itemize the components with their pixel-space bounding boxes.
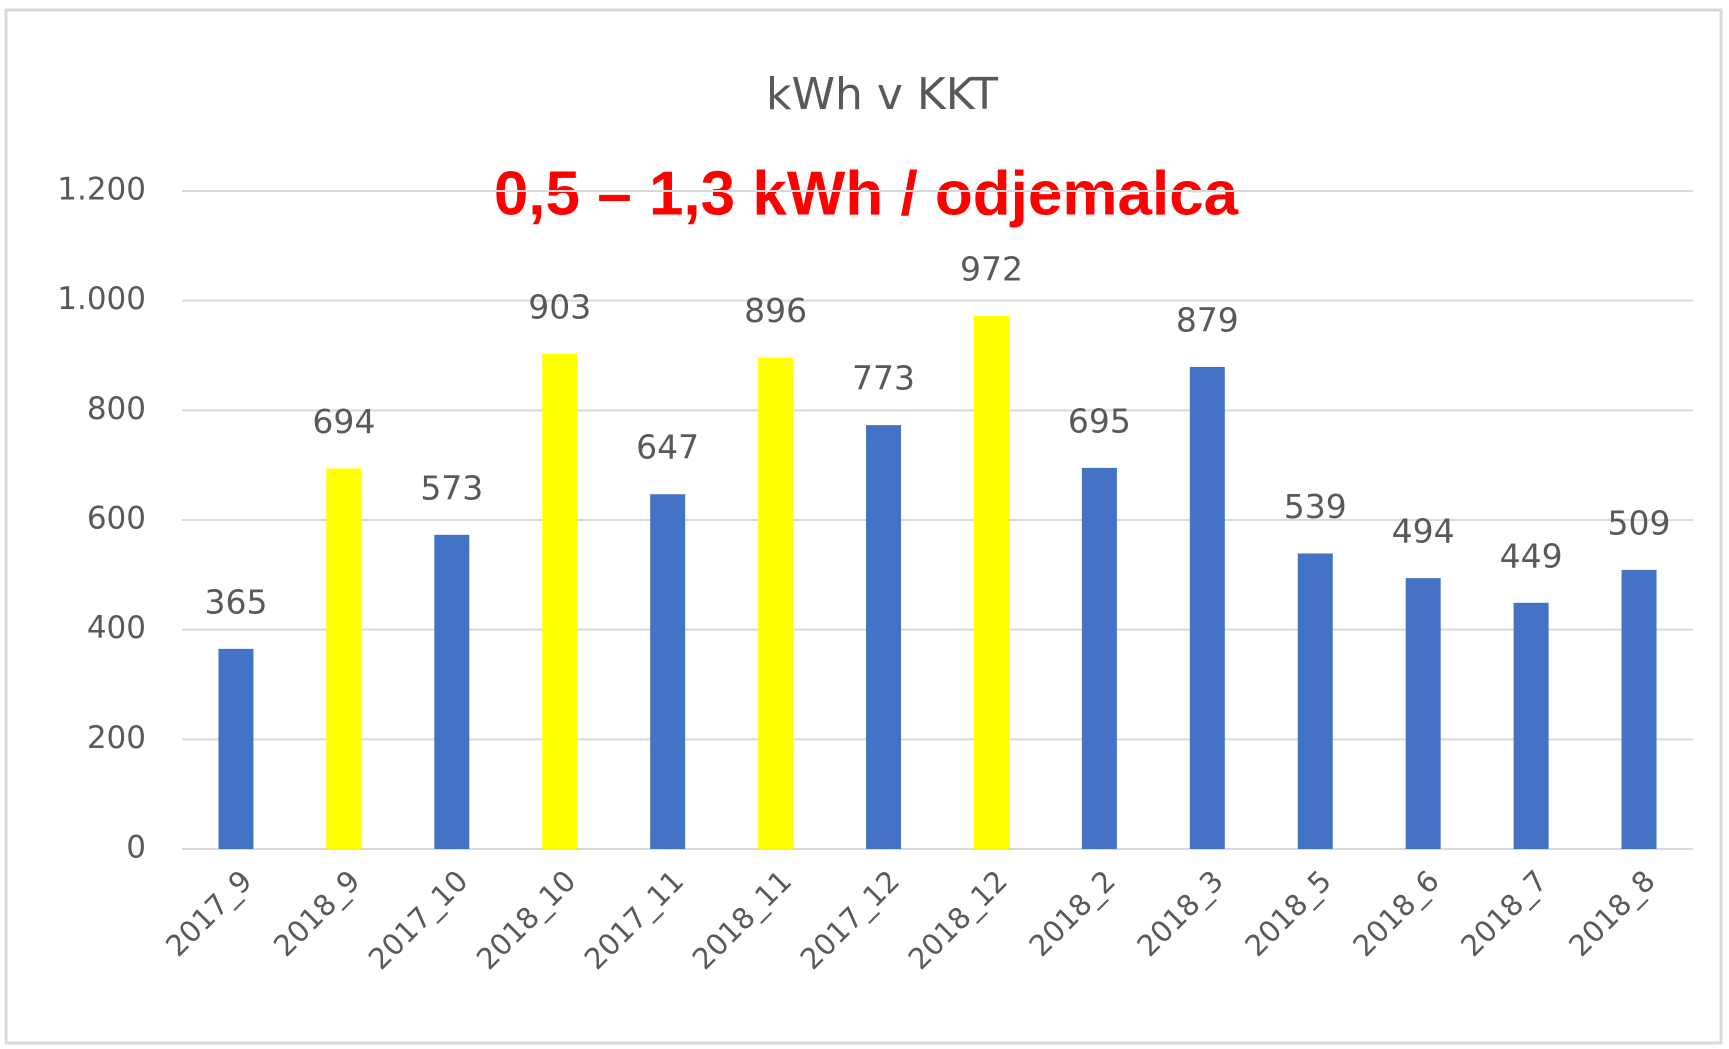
data-label: 647	[636, 428, 699, 467]
bar	[434, 534, 470, 849]
bar	[650, 494, 686, 849]
y-tick-label: 600	[87, 501, 146, 537]
chart-title: kWh v KKT	[766, 69, 998, 120]
bar	[1513, 602, 1549, 849]
bar	[218, 648, 254, 849]
annotation: 0,5 – 1,3 kWh / odjemalca	[494, 159, 1239, 228]
data-label: 365	[204, 582, 267, 621]
y-tick-label: 200	[87, 720, 146, 756]
data-label: 449	[1500, 536, 1563, 575]
data-label: 879	[1176, 301, 1239, 340]
y-tick-label: 0	[126, 830, 146, 866]
y-tick-label: 1.200	[57, 172, 146, 208]
bar	[326, 468, 362, 849]
data-label: 539	[1284, 487, 1347, 526]
bar	[1405, 578, 1441, 849]
data-label: 509	[1608, 503, 1671, 542]
bar	[1621, 569, 1657, 849]
data-label: 773	[852, 359, 915, 398]
data-label: 896	[744, 291, 807, 330]
bar	[1081, 467, 1117, 849]
y-tick-label: 400	[87, 610, 146, 646]
bar	[758, 357, 794, 849]
data-label: 694	[312, 402, 375, 441]
data-label: 494	[1392, 512, 1455, 551]
bar	[973, 316, 1009, 849]
bar	[1297, 553, 1333, 849]
y-tick-label: 800	[87, 391, 146, 427]
bar	[866, 425, 902, 849]
y-tick-label: 1.000	[57, 281, 146, 317]
data-label: 695	[1068, 401, 1131, 440]
bar	[542, 353, 578, 849]
data-label: 573	[420, 468, 483, 507]
bar	[1189, 367, 1225, 849]
data-label: 972	[960, 250, 1023, 289]
chart-frame	[4, 8, 1723, 1045]
data-label: 903	[528, 287, 591, 326]
